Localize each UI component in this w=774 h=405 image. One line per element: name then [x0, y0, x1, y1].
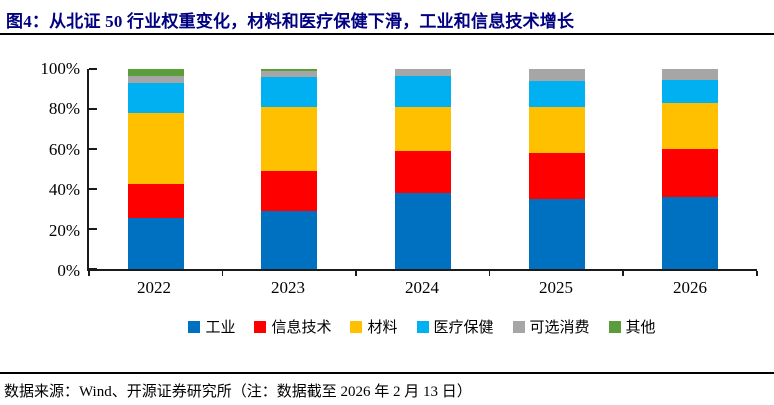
- bar-segment-工业: [127, 218, 184, 269]
- legend-label: 材料: [367, 320, 398, 336]
- x-tick-label-2023: 2023: [271, 278, 305, 297]
- data-source-note: 数据来源：Wind、开源证券研究所（注：数据截至 2026 年 2 月 13 日…: [4, 384, 472, 400]
- x-axis-tick: [355, 271, 357, 276]
- bar-2026: [623, 69, 757, 269]
- bar-segment-信息技术: [127, 184, 184, 218]
- bar-segment-信息技术: [662, 149, 719, 197]
- bar-segment-可选消费: [127, 76, 184, 83]
- x-axis-tick: [622, 271, 624, 276]
- bar-segment-可选消费: [528, 69, 585, 81]
- stacked-bar: [261, 69, 318, 269]
- bar-segment-材料: [261, 107, 318, 171]
- y-axis-tick: [89, 268, 97, 270]
- legend-item-其他: 其他: [608, 316, 656, 337]
- bar-segment-医疗保健: [528, 81, 585, 107]
- legend-swatch-icon: [350, 320, 363, 333]
- bar-segment-工业: [662, 197, 719, 269]
- y-tick-label-20%: 20%: [48, 220, 80, 240]
- y-axis-tick: [89, 188, 97, 190]
- bar-segment-医疗保健: [394, 76, 451, 107]
- x-axis-labels: 2022 2023 2024 2025 2026: [87, 278, 757, 298]
- x-tick-label-2022: 2022: [137, 278, 171, 297]
- plot-area: [87, 68, 758, 276]
- bar-segment-信息技术: [528, 153, 585, 199]
- legend-item-信息技术: 信息技术: [254, 316, 331, 337]
- bar-segment-可选消费: [261, 71, 318, 77]
- bar-segment-工业: [394, 193, 451, 269]
- x-axis-tick: [488, 271, 491, 276]
- legend-label: 其他: [625, 320, 656, 336]
- legend-swatch-icon: [608, 320, 621, 333]
- x-axis-tick: [756, 271, 758, 276]
- bars-container: [89, 69, 757, 269]
- legend-swatch-icon: [512, 320, 525, 333]
- y-axis-tick: [89, 148, 97, 150]
- y-tick-label-80%: 80%: [48, 99, 80, 119]
- y-tick-label-60%: 60%: [48, 139, 80, 159]
- stacked-bar: [394, 69, 451, 269]
- legend-item-材料: 材料: [350, 316, 398, 337]
- y-tick-label-40%: 40%: [48, 180, 80, 200]
- bar-2024: [356, 69, 490, 269]
- footer-divider-line: [0, 372, 774, 374]
- legend-swatch-icon: [254, 320, 267, 333]
- y-axis-tick: [89, 108, 97, 110]
- stacked-bar: [528, 69, 585, 269]
- bar-segment-材料: [528, 107, 585, 153]
- bar-segment-材料: [662, 103, 719, 149]
- bar-segment-工业: [528, 199, 585, 269]
- y-axis-labels: 0% 20% 40% 60% 80% 100%: [0, 59, 80, 280]
- bar-segment-医疗保健: [127, 83, 184, 113]
- y-axis-tick: [89, 228, 97, 230]
- bar-segment-其他: [261, 69, 318, 71]
- chart-legend: 工业 信息技术 材料 医疗保健 可选消费 其他: [87, 316, 757, 337]
- bar-segment-医疗保健: [662, 80, 719, 103]
- x-tick-label-2026: 2026: [673, 278, 707, 297]
- legend-label: 医疗保健: [433, 320, 494, 336]
- title-divider-line: [0, 33, 774, 35]
- chart-title: 图4：从北证 50 行业权重变化，材料和医疗保健下滑，工业和信息技术增长: [6, 12, 575, 31]
- y-axis-tick: [89, 68, 97, 70]
- legend-swatch-icon: [416, 320, 429, 333]
- stacked-bar: [662, 69, 719, 269]
- bar-segment-信息技术: [394, 151, 451, 193]
- bar-segment-信息技术: [261, 171, 318, 211]
- legend-label: 信息技术: [271, 320, 332, 336]
- legend-item-可选消费: 可选消费: [512, 316, 590, 337]
- y-tick-label-100%: 100%: [40, 59, 80, 78]
- legend-item-医疗保健: 医疗保健: [416, 316, 494, 337]
- legend-label: 可选消费: [529, 320, 590, 336]
- legend-label: 工业: [205, 320, 236, 336]
- x-tick-label-2024: 2024: [405, 278, 439, 297]
- bar-2025: [490, 69, 624, 269]
- bar-2022: [89, 69, 223, 269]
- stacked-bar: [127, 69, 184, 269]
- bar-segment-医疗保健: [261, 77, 318, 107]
- bar-segment-可选消费: [394, 69, 451, 76]
- bar-segment-材料: [127, 113, 184, 184]
- bar-segment-其他: [127, 69, 184, 76]
- bar-2023: [223, 69, 357, 269]
- x-axis-tick: [88, 271, 90, 276]
- y-tick-label-0%: 0%: [57, 261, 80, 280]
- legend-swatch-icon: [188, 320, 201, 333]
- x-tick-label-2025: 2025: [539, 278, 573, 297]
- x-axis-tick: [221, 271, 224, 276]
- legend-item-工业: 工业: [188, 316, 235, 337]
- bar-segment-可选消费: [662, 69, 719, 80]
- bar-segment-材料: [394, 107, 451, 151]
- bar-segment-工业: [261, 211, 318, 269]
